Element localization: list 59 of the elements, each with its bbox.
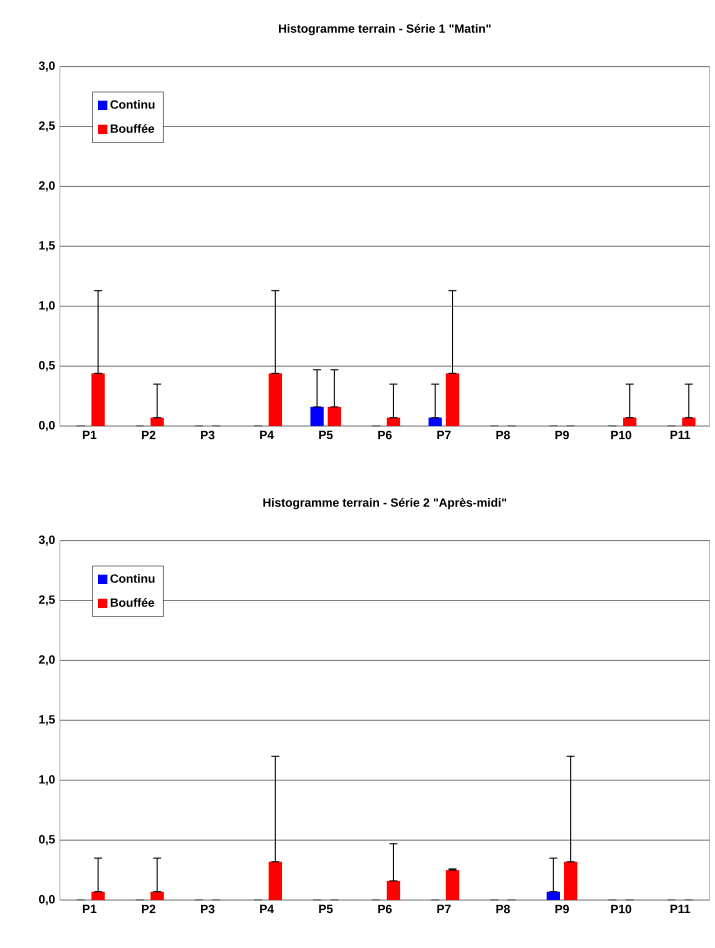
x-tick-label: P1 [82,430,96,440]
x-tick-label: P7 [437,430,451,440]
x-tick-label: P11 [670,430,690,440]
bar [328,406,342,426]
bar [91,892,105,900]
y-tick-label: 0,0 [39,420,55,432]
y-tick-label: 1,5 [39,715,55,726]
x-tick-label: P6 [378,430,392,440]
bar [386,418,400,426]
y-tick-label: 3,0 [38,535,55,546]
x-tick-label: P4 [260,904,274,914]
bar [310,406,324,426]
y-tick-label: 0,5 [39,835,55,846]
x-tick-label: P1 [82,904,96,914]
x-tick-label: P8 [496,904,510,914]
bar [428,418,442,426]
x-tick-label: P9 [555,430,569,440]
y-tick-label: 2,0 [38,181,55,192]
x-tick-label: P5 [319,430,333,440]
x-tick-label: P2 [142,430,156,440]
legend-label: Continu [110,574,154,583]
chart-title: Histogramme terrain - Série 2 "Après-midi" [263,498,506,510]
legend-label: Continu [110,100,154,109]
x-tick-label: P11 [670,904,690,914]
x-tick-label: P10 [611,904,632,914]
bar [623,418,636,426]
y-tick-label: 0,0 [39,894,55,906]
bar [268,862,282,900]
x-tick-label: P4 [260,430,274,440]
y-tick-label: 2,5 [38,121,55,132]
bar [682,418,696,426]
bar [91,373,105,426]
chart-title: Histogramme terrain - Série 1 "Matin" [279,24,491,36]
y-tick-label: 3,0 [38,61,55,72]
bar [546,892,560,900]
x-tick-label: P3 [201,904,214,914]
x-tick-label: P3 [201,430,214,440]
bar [268,373,282,426]
y-tick-label: 0,5 [39,361,55,372]
y-tick-label: 2,5 [38,595,55,606]
bar [150,418,164,426]
bar [150,892,164,900]
x-tick-label: P8 [496,430,510,440]
x-tick-label: P2 [142,904,156,914]
bar [386,880,400,900]
bar [446,373,460,426]
x-tick-label: P5 [319,904,333,914]
legend-label: Bouffée [110,598,154,607]
bar [564,862,578,900]
x-tick-label: P7 [437,904,451,914]
y-tick-label: 1,5 [39,241,55,252]
y-tick-label: 2,0 [38,655,55,666]
legend-label: Bouffée [110,124,154,133]
y-tick-label: 1,0 [39,775,55,786]
x-tick-label: P10 [611,430,632,440]
bar [446,870,460,900]
x-tick-label: P9 [555,904,569,914]
x-tick-label: P6 [378,904,392,914]
y-tick-label: 1,0 [39,301,55,312]
